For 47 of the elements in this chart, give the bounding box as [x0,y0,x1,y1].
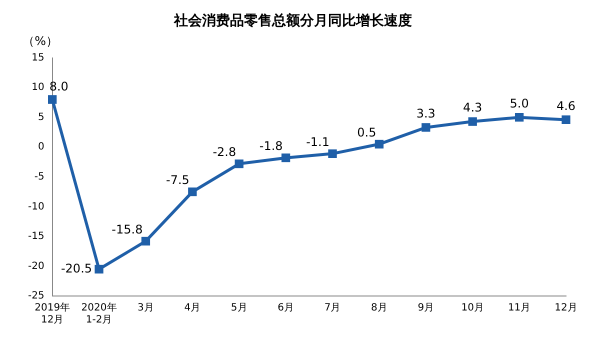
chart-title: 社会消费品零售总额分月同比增长速度 [173,12,412,30]
point [562,115,570,124]
y-tick-label: 0 [38,142,44,153]
y-tick-label: -25 [28,290,44,302]
data-label: -7.5 [166,172,190,187]
y-tick-label: 5 [38,112,44,123]
point [48,95,57,104]
data-label: -15.8 [112,222,143,236]
point [234,159,244,168]
point [374,140,384,148]
data-label: -2.8 [212,144,236,159]
x-tick-label: 9月 [418,302,434,314]
y-tick-label: -10 [28,201,44,212]
x-tick-label: 10月 [461,302,484,314]
y-tick-label: -5 [34,171,44,182]
x-tick-label: 5月 [230,302,248,314]
y-tick-label: -20 [28,260,44,272]
x-tick-label: 3月 [138,302,154,314]
point [468,117,477,126]
x-tick-label: 6月 [278,302,294,314]
data-label: -1.8 [259,138,283,153]
point [328,149,337,158]
data-label: 4.3 [463,100,482,115]
x-tick-label: 7月 [324,302,341,314]
data-label: -20.5 [60,261,92,276]
data-label: -1.1 [306,134,330,149]
y-tick-label: 15 [32,52,44,64]
y-tick-label: -15 [28,231,44,242]
y-axis-title: （%） [22,34,58,48]
point [141,236,150,246]
x-tick-label: 4月 [184,302,201,314]
x-tick-label: 11月 [508,302,531,314]
data-label: 0.5 [357,125,376,140]
data-label: 4.6 [556,98,576,113]
y-tick-label: 10 [32,82,44,94]
point [514,113,524,122]
data-label: 3.3 [416,106,436,121]
point [422,123,430,132]
x-tick-label: 8月 [371,302,388,314]
x-tick-label: 2020年 1-2月 [81,302,117,326]
x-tick-label: 12月 [554,302,578,314]
data-label: 8.0 [49,80,68,94]
point [94,264,104,274]
x-tick-label: 2019年 12月 [34,302,70,326]
point [188,187,197,196]
point [281,154,290,162]
data-label: 5.0 [510,96,529,110]
